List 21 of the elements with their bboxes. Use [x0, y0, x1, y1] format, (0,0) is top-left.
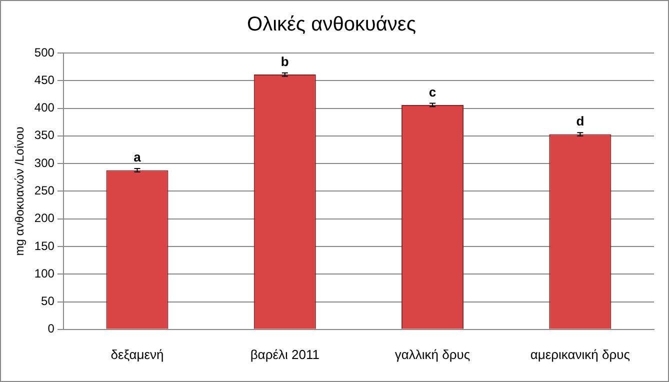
y-tick-label: 450	[34, 72, 55, 87]
y-tick-label: 500	[34, 45, 55, 60]
chart-title: Ολικές ανθοκυάνες	[247, 14, 416, 36]
y-tick-label: 100	[34, 266, 55, 280]
y-axis-title: mg ανθοκυανών /Lοίνου	[12, 126, 27, 256]
annotation: c	[428, 84, 436, 100]
annotation: d	[576, 114, 584, 129]
y-tick-label: 200	[34, 211, 55, 226]
y-tick-label: 300	[34, 156, 55, 170]
annotation: a	[134, 150, 142, 165]
x-tick-label: αμερικανική δρυς	[530, 346, 630, 362]
annotation: b	[280, 54, 289, 69]
y-tick-label: 400	[34, 100, 55, 115]
x-tick-label: δεξαμενή	[110, 346, 164, 362]
x-tick-label: γαλλική δρυς	[394, 346, 470, 362]
y-tick-label: 50	[41, 294, 55, 308]
y-tick-label: 150	[34, 238, 55, 253]
y-tick-label: 250	[34, 184, 55, 198]
x-tick-label: βαρέλι 2011	[250, 346, 320, 362]
y-tick-label: 350	[34, 128, 55, 142]
y-tick-label: 0	[48, 322, 55, 336]
